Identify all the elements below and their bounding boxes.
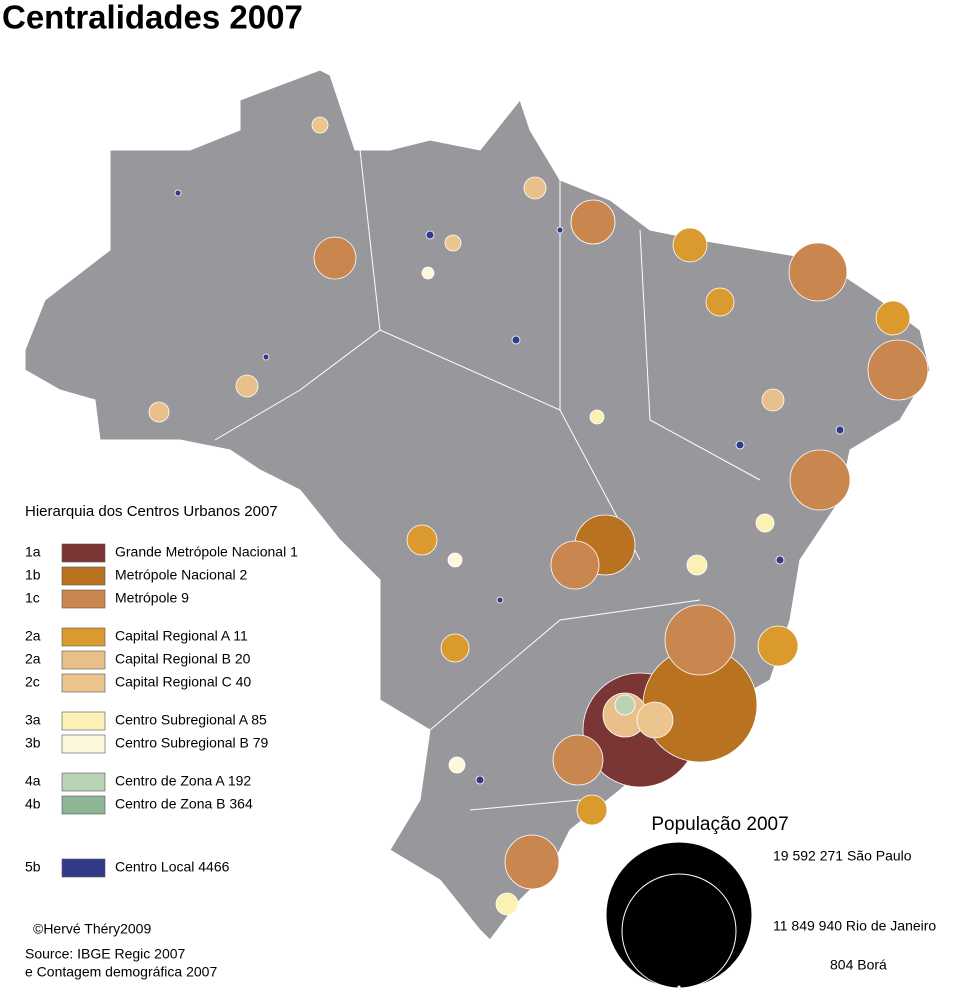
size-legend-label: 11 849 940 Rio de Janeiro (773, 918, 936, 934)
city-circles (148, 116, 929, 916)
legend-code: 4b (25, 796, 41, 812)
legend-swatch (61, 627, 106, 647)
legend-label: Metrópole 9 (115, 590, 189, 606)
legend-code: 1c (25, 590, 40, 606)
size-legend-title: População 2007 (651, 814, 788, 835)
legend-label: Capital Regional C 40 (115, 674, 251, 690)
legend-swatch (61, 543, 106, 563)
legend-label: Centro de Zona B 364 (115, 796, 253, 812)
credit-line: ©Hervé Théry2009 (33, 921, 151, 937)
state-borders (214, 149, 761, 811)
legend-swatch (61, 734, 106, 754)
size-legend-circles (605, 841, 753, 989)
credit-line: Source: IBGE Regic 2007 (25, 946, 186, 962)
legend-label: Centro Subregional A 85 (115, 712, 267, 728)
credits: ©Hervé Théry2009 Source: IBGE Regic 2007 e… (25, 921, 217, 980)
legend-label: Capital Regional B 20 (115, 651, 251, 667)
legend-label: Capital Regional A 11 (115, 628, 248, 644)
legend-swatch (61, 858, 106, 878)
legend-code: 2a (25, 628, 41, 644)
credit-line: e Contagem demográfica 2007 (25, 964, 217, 980)
legend-swatch (61, 589, 106, 609)
map-title: Centralidades 2007 (2, 0, 303, 36)
legend-swatch (61, 772, 106, 792)
legend-swatch (61, 711, 106, 731)
legend-label: Centro Local 4466 (115, 859, 230, 875)
legend-code: 5b (25, 859, 41, 875)
legend-title: Hierarquia dos Centros Urbanos 2007 (25, 503, 278, 520)
legend-label: Centro Subregional B 79 (115, 735, 269, 751)
legend-label: Grande Metrópole Nacional 1 (115, 544, 298, 560)
legend-swatch (61, 673, 106, 693)
legend: 1a Grande Metrópole Nacional 1 1b Metrópole… (25, 543, 298, 878)
legend-code: 3a (25, 712, 41, 728)
legend-label: Metrópole Nacional 2 (115, 567, 248, 583)
legend-code: 2c (25, 674, 40, 690)
legend-code: 1b (25, 567, 41, 583)
legend-code: 3b (25, 735, 41, 751)
legend-swatch (61, 795, 106, 815)
legend-swatch (61, 566, 106, 586)
size-legend-label: 804 Borá (830, 957, 887, 973)
legend-code: 2a (25, 651, 41, 667)
size-legend-label: 19 592 271 São Paulo (773, 848, 912, 864)
legend-code: 1a (25, 544, 41, 560)
legend-label: Centro de Zona A 192 (115, 773, 251, 789)
size-legend: 19 592 271 São Paulo 11 849 940 Rio de Ja… (773, 848, 936, 973)
legend-code: 4a (25, 773, 41, 789)
brazil-map (24, 69, 931, 941)
legend-swatch (61, 650, 106, 670)
